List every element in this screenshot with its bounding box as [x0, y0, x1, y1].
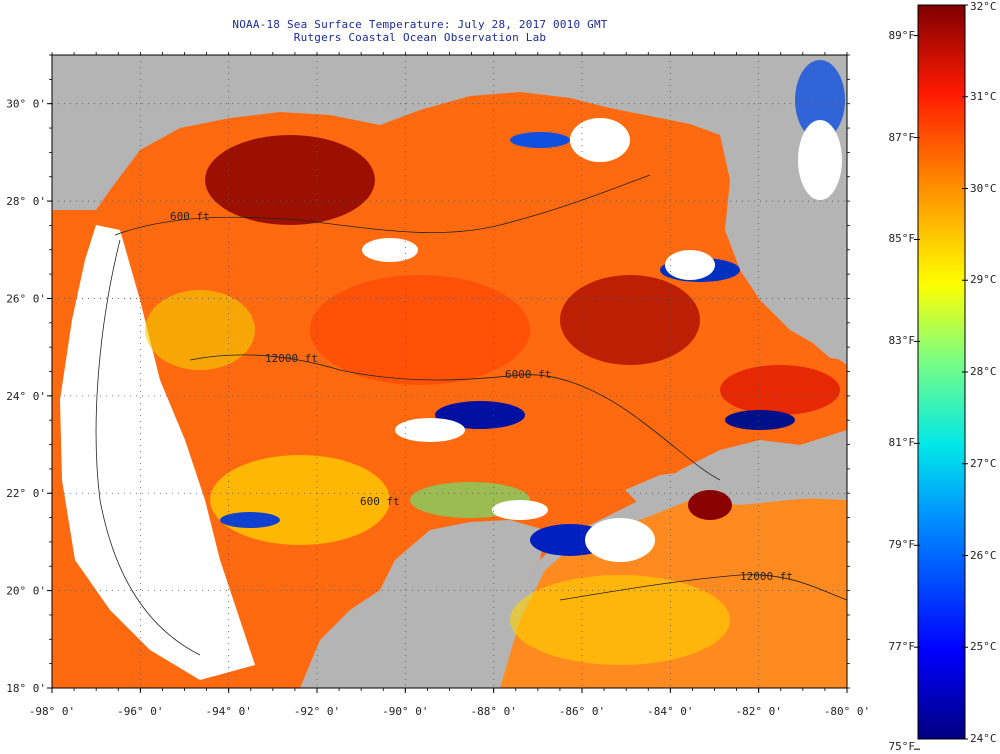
lon-tick-label: -80° 0'	[824, 705, 870, 718]
lon-tick-label: -96° 0'	[117, 705, 163, 718]
gulf-water	[52, 92, 847, 688]
cool-band-caribbean	[510, 575, 730, 665]
colorbar-fahrenheit-label: 87°F	[888, 130, 916, 144]
cool-band-west	[145, 290, 255, 370]
cloud-gap-3	[665, 250, 715, 280]
colorbar-celsius-label: 29°C	[970, 273, 997, 287]
lat-tick-label: 18° 0'	[6, 682, 46, 695]
lon-tick-label: -88° 0'	[470, 705, 516, 718]
cloud-gap-1	[570, 118, 630, 162]
contour-label: 12000 ft	[265, 352, 318, 365]
lon-tick-label: -82° 0'	[735, 705, 781, 718]
colorbar-celsius-label: 32°C	[970, 0, 997, 13]
no-data-west	[60, 225, 255, 680]
lon-tick-label: -92° 0'	[294, 705, 340, 718]
contour-caribbean	[559, 574, 847, 601]
lat-tick-label: 24° 0'	[6, 390, 46, 403]
hot-spot-cuba-north	[688, 490, 732, 520]
lat-lon-gridlines	[52, 55, 847, 688]
cloud-gap-5	[395, 418, 465, 442]
red-patch-east	[720, 365, 840, 415]
colorbar-fahrenheit-label: 77°F	[888, 640, 916, 654]
contour-label: 600 ft	[360, 495, 400, 508]
cold-patch-6	[795, 60, 845, 140]
contour-12000ft	[189, 354, 721, 481]
lat-tick-label: 20° 0'	[6, 585, 46, 598]
temperature-colorbar	[917, 4, 966, 740]
colorbar-celsius-label: 30°C	[970, 181, 997, 195]
colorbar-fahrenheit-label: 81°F	[888, 436, 916, 450]
colorbar-fahrenheit-label: 83°F	[888, 334, 916, 348]
colorbar-ticks	[914, 4, 968, 750]
cloud-gap-7	[492, 500, 548, 520]
colorbar-celsius-label: 31°C	[970, 89, 997, 103]
red-patch-mid	[310, 275, 530, 385]
contour-label: 600 ft	[170, 210, 210, 223]
map-plot-area: 600 ft 12000 ft 6000 ft 600 ft 12000 ft	[52, 55, 847, 688]
cold-patch-7	[510, 132, 570, 148]
lon-tick-label: -98° 0'	[29, 705, 75, 718]
contour-label: 12000 ft	[740, 570, 793, 583]
lat-tick-label: 30° 0'	[6, 98, 46, 111]
colorbar-celsius-label: 25°C	[970, 640, 997, 654]
us-gulf-coast-land	[52, 55, 720, 200]
cold-patch-1	[435, 401, 525, 429]
colorbar-celsius-label: 28°C	[970, 365, 997, 378]
lon-tick-label: -84° 0'	[647, 705, 693, 718]
lat-tick-label: 26° 0'	[6, 292, 46, 305]
colorbar-fahrenheit-label: 89°F	[888, 28, 916, 42]
cold-patch-3	[725, 410, 795, 430]
colorbar-celsius-label: 26°C	[970, 548, 997, 562]
cold-patch-4	[220, 512, 280, 528]
cloud-gap-6	[798, 120, 842, 200]
lat-tick-label: 22° 0'	[6, 487, 46, 500]
lon-tick-label: -94° 0'	[205, 705, 251, 718]
yucatan-land	[300, 520, 545, 688]
colorbar-fahrenheit-label: 85°F	[888, 232, 916, 246]
colorbar-celsius-label: 27°C	[970, 456, 997, 470]
contour-shelf-west	[95, 239, 201, 656]
contour-600ft	[114, 174, 651, 236]
contour-label: 6000 ft	[505, 368, 551, 381]
lon-tick-label: -90° 0'	[382, 705, 428, 718]
colorbar-fahrenheit-label: 75°F	[888, 740, 916, 753]
map-subtitle: Rutgers Coastal Ocean Observation Lab	[293, 31, 547, 44]
axis-tick-labels: -98° 0' -96° 0' -94° 0' -92° 0' -90° 0' -88° …	[6, 98, 870, 718]
axis-ticks	[47, 52, 850, 693]
hot-spot-louisiana	[205, 135, 375, 225]
cloud-gap-2	[585, 518, 655, 562]
map-title: NOAA-18 Sea Surface Temperature: July 28…	[232, 18, 608, 31]
colorbar-fahrenheit-label: 79°F	[888, 538, 916, 552]
cloud-gap-4	[362, 238, 418, 262]
lat-tick-label: 28° 0'	[6, 195, 46, 208]
cuba-land	[625, 470, 847, 510]
colorbar-celsius-label: 24°C	[970, 732, 997, 745]
lon-tick-label: -86° 0'	[559, 705, 605, 718]
hot-spot-east-gulf	[560, 275, 700, 365]
